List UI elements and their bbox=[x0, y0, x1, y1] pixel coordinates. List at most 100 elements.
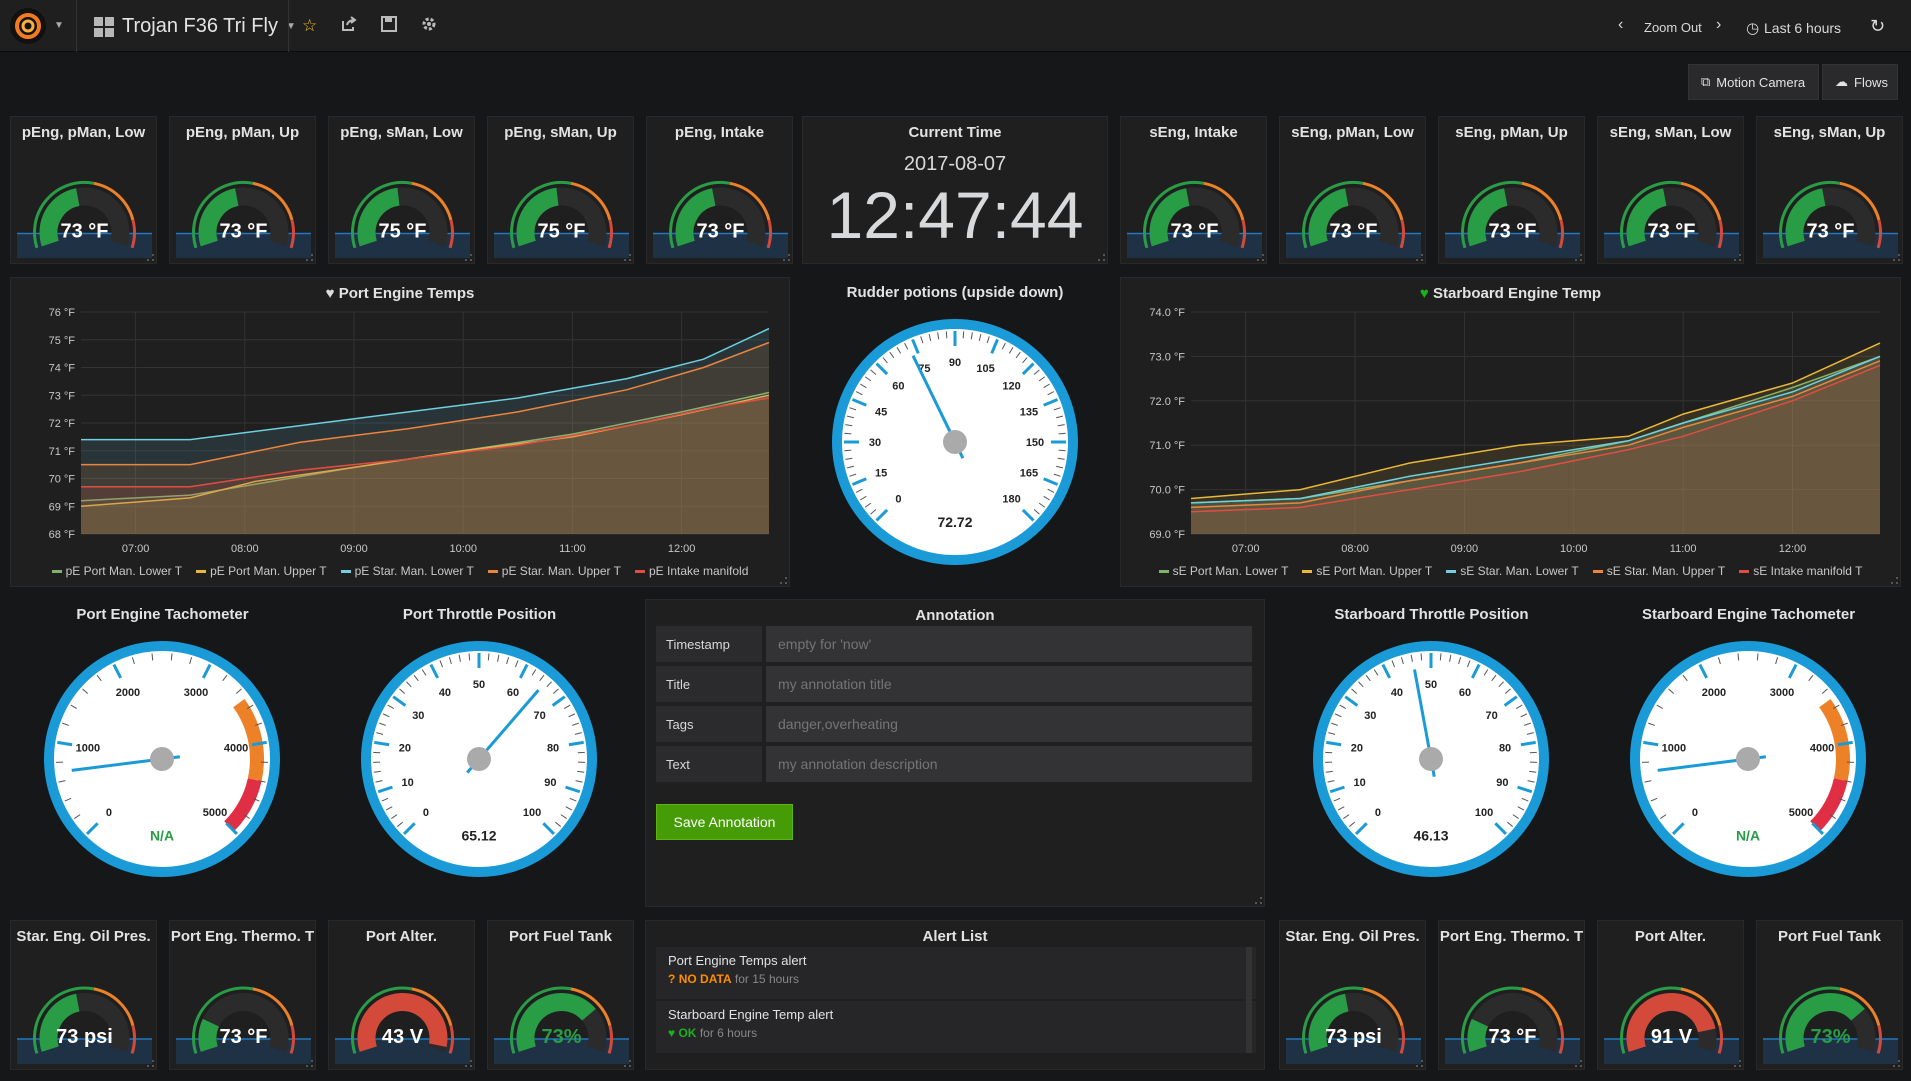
gauge-svg: 73 °F bbox=[176, 986, 311, 1064]
resize-handle[interactable] bbox=[306, 254, 313, 261]
legend-item[interactable]: pE Star. Man. Lower T bbox=[340, 564, 474, 578]
dial-tick bbox=[1526, 732, 1534, 735]
gauge-value: 43 V bbox=[382, 1026, 424, 1048]
dashboard-grid-icon bbox=[94, 16, 114, 37]
legend-item[interactable]: sE Star. Man. Lower T bbox=[1446, 564, 1579, 578]
dial-tick bbox=[448, 657, 452, 665]
alert-list-panel: Alert List Port Engine Temps alert ? NO … bbox=[645, 920, 1265, 1070]
save-icon[interactable] bbox=[381, 16, 397, 37]
dial-hub bbox=[1736, 747, 1760, 771]
clock-icon: ◷ bbox=[1746, 20, 1760, 37]
resize-handle[interactable] bbox=[1893, 254, 1900, 261]
logo-caret-icon[interactable]: ▼ bbox=[54, 20, 64, 31]
resize-handle[interactable] bbox=[1416, 1060, 1423, 1067]
dial-tick bbox=[1515, 704, 1523, 710]
annotation-tags-input[interactable] bbox=[766, 706, 1252, 742]
threshold-arc bbox=[1302, 180, 1364, 249]
gauge-value: 73 °F bbox=[219, 220, 267, 242]
gauge-fill bbox=[1308, 188, 1349, 247]
star-icon[interactable]: ☆ bbox=[302, 16, 318, 35]
chevron-left-icon[interactable]: ‹ bbox=[1618, 16, 1624, 33]
alert-state: NO DATA bbox=[678, 972, 732, 986]
resize-handle[interactable] bbox=[147, 254, 154, 261]
threshold-arc bbox=[448, 1025, 454, 1054]
dial-tick bbox=[421, 669, 427, 676]
dial-tick bbox=[385, 806, 393, 811]
resize-handle[interactable] bbox=[624, 254, 631, 261]
gauge-value: 75 °F bbox=[537, 220, 585, 242]
legend-item[interactable]: sE Port Man. Upper T bbox=[1302, 564, 1432, 578]
settings-gear-icon[interactable] bbox=[421, 16, 437, 37]
legend-item[interactable]: sE Star. Man. Upper T bbox=[1592, 564, 1725, 578]
dial-tick bbox=[554, 821, 561, 827]
grafana-logo-icon[interactable] bbox=[10, 8, 46, 44]
resize-handle[interactable] bbox=[1734, 1060, 1741, 1067]
gauge-svg: 91 V bbox=[1604, 986, 1739, 1064]
chevron-right-icon[interactable]: › bbox=[1716, 16, 1722, 33]
resize-handle[interactable] bbox=[783, 254, 790, 261]
scrollbar[interactable] bbox=[1246, 947, 1252, 1053]
resize-handle[interactable] bbox=[1255, 897, 1262, 904]
legend-item[interactable]: sE Port Man. Lower T bbox=[1158, 564, 1288, 578]
dashboard-picker[interactable]: Trojan F36 Tri Fly ▼ bbox=[94, 15, 296, 38]
dial-tick bbox=[569, 797, 577, 802]
threshold-arc bbox=[93, 181, 135, 221]
dial-tick bbox=[860, 495, 867, 501]
alert-item[interactable]: Port Engine Temps alert ? NO DATA for 15… bbox=[656, 947, 1256, 999]
dial-tick bbox=[849, 473, 857, 477]
threshold-arc bbox=[1779, 180, 1841, 249]
dial-tick bbox=[1015, 351, 1021, 359]
dial-hub bbox=[1419, 747, 1443, 771]
dial-tick bbox=[1520, 740, 1536, 747]
dial-value: 65.12 bbox=[461, 827, 496, 843]
legend-label: sE Port Man. Upper T bbox=[1316, 564, 1433, 578]
resize-handle[interactable] bbox=[1575, 1060, 1582, 1067]
port-chart-title: Port Engine Temps bbox=[338, 285, 475, 302]
dial-tick bbox=[1506, 821, 1513, 827]
x-tick-label: 09:00 bbox=[1451, 543, 1479, 555]
motion-camera-link[interactable]: ⧉ Motion Camera bbox=[1688, 64, 1819, 100]
dial-tick bbox=[565, 806, 573, 811]
resize-handle[interactable] bbox=[1098, 254, 1105, 261]
dial-tick bbox=[1381, 663, 1392, 679]
dial-tick bbox=[1327, 780, 1335, 783]
legend-item[interactable]: sE Intake manifold T bbox=[1739, 564, 1862, 578]
save-annotation-button[interactable]: Save Annotation bbox=[656, 804, 793, 840]
time-range-picker[interactable]: Last 6 hours bbox=[1764, 20, 1842, 36]
resize-handle[interactable] bbox=[1734, 254, 1741, 261]
resize-handle[interactable] bbox=[1575, 254, 1582, 261]
legend-item[interactable]: pE Port Man. Lower T bbox=[51, 564, 182, 578]
resize-handle[interactable] bbox=[306, 1060, 313, 1067]
resize-handle[interactable] bbox=[624, 1060, 631, 1067]
legend-item[interactable]: pE Port Man. Upper T bbox=[196, 564, 327, 578]
gauge-value: 75 °F bbox=[378, 220, 426, 242]
share-icon[interactable] bbox=[341, 16, 357, 37]
annotation-timestamp-input[interactable] bbox=[766, 626, 1252, 662]
dial-tick bbox=[565, 785, 581, 794]
resize-handle[interactable] bbox=[1257, 254, 1264, 261]
threshold-arc bbox=[1717, 1025, 1723, 1054]
legend-item[interactable]: pE Star. Man. Upper T bbox=[487, 564, 621, 578]
alert-item[interactable]: Starboard Engine Temp alert ♥ OK for 6 h… bbox=[656, 1001, 1256, 1053]
resize-handle[interactable] bbox=[147, 1060, 154, 1067]
stat-gauge-panel: pEng, Intake 73 °F bbox=[646, 116, 793, 264]
resize-handle[interactable] bbox=[1416, 254, 1423, 261]
threshold-arc bbox=[93, 987, 135, 1026]
annotation-title-input[interactable] bbox=[766, 666, 1252, 702]
flows-link[interactable]: ☁ Flows bbox=[1822, 64, 1898, 100]
current-date: 2017-08-07 bbox=[903, 153, 1007, 175]
zoom-out-button[interactable]: Zoom Out bbox=[1644, 20, 1702, 35]
resize-handle[interactable] bbox=[1891, 577, 1898, 584]
dial-tick bbox=[1326, 740, 1342, 747]
annotation-text-input[interactable] bbox=[766, 746, 1252, 782]
resize-handle[interactable] bbox=[1893, 1060, 1900, 1067]
resize-handle[interactable] bbox=[465, 1060, 472, 1067]
resize-handle[interactable] bbox=[465, 254, 472, 261]
threshold-arc bbox=[411, 181, 453, 221]
resize-handle[interactable] bbox=[780, 577, 787, 584]
legend-item[interactable]: pE Intake manifold bbox=[634, 564, 748, 578]
threshold-arc bbox=[252, 987, 294, 1026]
threshold-arc bbox=[130, 219, 136, 249]
refresh-icon[interactable]: ↻ bbox=[1870, 16, 1886, 36]
